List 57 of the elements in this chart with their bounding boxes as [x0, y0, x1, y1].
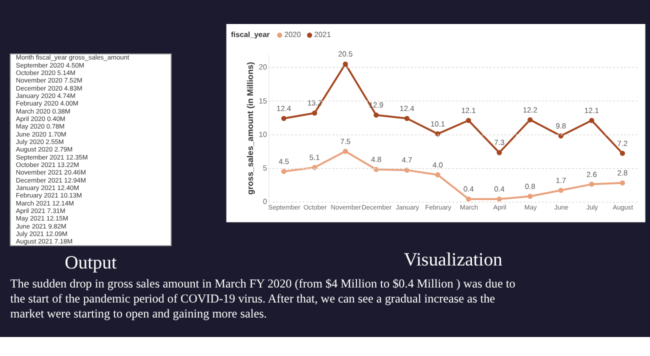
point: [404, 116, 410, 121]
text: The sudden drop in gross sales amount in March FY 2020 (from $4 Million to $0.4 Million ) was due to: [10, 276, 516, 291]
point: [496, 196, 502, 202]
point: [312, 110, 318, 116]
text: market were starting to open and gaining more sales.: [10, 306, 267, 321]
y-tick-label: 0: [262, 197, 268, 206]
point: [620, 180, 626, 186]
point: [589, 118, 594, 123]
data-label: 2.6: [586, 170, 597, 179]
point: [312, 164, 318, 170]
data-label: 0.4: [494, 184, 505, 194]
legend-title: fiscal_year: [231, 30, 270, 40]
point: [620, 150, 626, 156]
data-label: 12.1: [461, 106, 476, 115]
data-label: 10.1: [430, 119, 446, 128]
legend-label: 2020: [284, 30, 301, 40]
point: [374, 112, 379, 118]
data-label: 9.8: [556, 121, 566, 130]
data-label: 4.5: [278, 156, 290, 166]
data-label: 4.8: [370, 154, 382, 164]
point: [466, 196, 472, 202]
point: [466, 118, 472, 123]
point: [342, 61, 348, 67]
point: [404, 168, 410, 173]
data-label: 7.5: [340, 136, 351, 146]
y-tick-label: 20: [258, 62, 268, 72]
text: Output: [64, 252, 118, 274]
data-label: 12.2: [522, 105, 538, 114]
point: [435, 172, 440, 178]
point: [528, 117, 533, 122]
data-label: 1.7: [556, 176, 566, 185]
data-label: 12.1: [584, 106, 599, 115]
data-label: 7.3: [494, 138, 505, 148]
point: [496, 150, 502, 156]
data-label: 4.7: [402, 156, 412, 165]
point: [342, 148, 348, 154]
data-label: 12.4: [400, 104, 414, 113]
point: [558, 188, 564, 193]
point: [528, 194, 533, 199]
data-label: 20.5: [338, 50, 353, 59]
point: [281, 168, 286, 174]
y-axis-title: gross_sales_amount (in Millions): [245, 62, 256, 195]
data-label: 0.8: [524, 182, 536, 191]
point: [281, 116, 286, 121]
text: the start of the pandemic period of COVID-19 virus. After that, we can see a gradual increase as the: [10, 292, 496, 306]
data-label: 2.8: [617, 168, 628, 178]
data-label: 12.4: [276, 104, 292, 113]
y-tick-label: 10: [258, 130, 268, 139]
data-label: 0.4: [463, 184, 474, 194]
data-label: 5.1: [309, 152, 320, 162]
data-label: 7.2: [617, 138, 628, 148]
legend-label: 2021: [314, 30, 331, 40]
y-tick-label: 5: [262, 163, 268, 172]
text: Visualization: [404, 249, 504, 270]
data-label: 4.0: [432, 160, 443, 170]
y-tick-label: 15: [258, 96, 268, 106]
point: [589, 182, 594, 187]
